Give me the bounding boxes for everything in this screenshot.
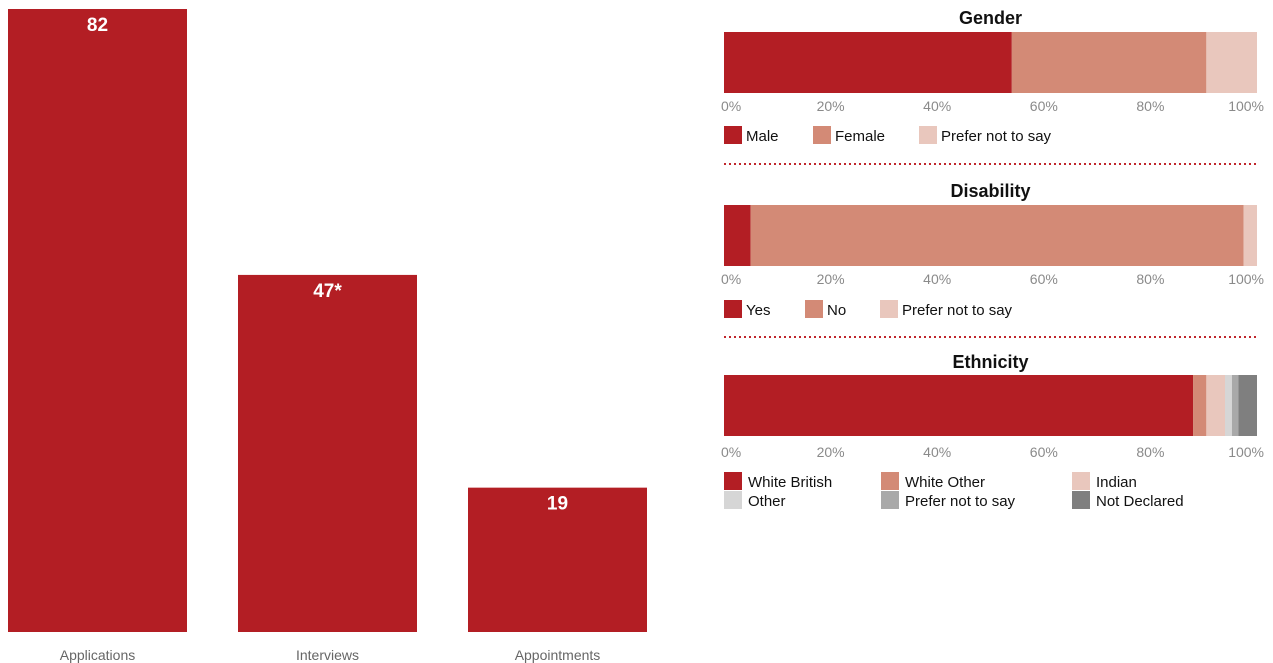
bar-interviews: [238, 274, 417, 632]
ethnicity-legend-swatch-indian: [1072, 472, 1090, 490]
bar-applications: [8, 9, 187, 632]
ethnicity-legend-label-white-british: White British: [748, 474, 832, 491]
gender-legend-label-female: Female: [835, 128, 885, 145]
bar-appointments: [468, 487, 647, 632]
disability-legend-swatch-no: [805, 300, 823, 318]
gender-tick-label: 100%: [1228, 98, 1264, 114]
ethnicity-tick-label: 100%: [1228, 444, 1264, 460]
ethnicity-tick-label: 80%: [1136, 444, 1164, 460]
ethnicity-tick-label: 60%: [1030, 444, 1058, 460]
bar-value-label-appointments: 19: [547, 494, 568, 515]
disability-title: Disability: [950, 181, 1030, 201]
ethnicity-legend-label-indian: Indian: [1096, 474, 1137, 491]
gender-legend-swatch-female: [813, 126, 831, 144]
gender-tick-label: 0%: [721, 98, 741, 114]
disability-tick-label: 60%: [1030, 271, 1058, 287]
disability-panel: Disability 0% 20% 40% 60% 80% 100% Yes No Prefer …: [721, 181, 1264, 338]
gender-panel: Gender 0% 20% 40% 60% 80% 100% Male Female Prefer…: [721, 8, 1264, 165]
bar-value-label-interviews: 47*: [313, 281, 342, 302]
ethnicity-title: Ethnicity: [952, 352, 1028, 372]
ethnicity-legend-swatch-other: [724, 491, 742, 509]
disability-legend-swatch-prefer-not-to-say: [880, 300, 898, 318]
disability-segment-yes: [724, 205, 751, 266]
ethnicity-segment-white-british: [724, 375, 1194, 436]
disability-legend-swatch-yes: [724, 300, 742, 318]
disability-legend-label-no: No: [827, 302, 846, 319]
gender-segment-male: [724, 32, 1012, 93]
ethnicity-legend-label-not-declared: Not Declared: [1096, 493, 1184, 510]
ethnicity-tick-label: 40%: [923, 444, 951, 460]
ethnicity-legend-swatch-not-declared: [1072, 491, 1090, 509]
gender-tick-label: 80%: [1136, 98, 1164, 114]
gender-title: Gender: [959, 8, 1022, 28]
gender-segment-prefer-not-to-say: [1206, 32, 1257, 93]
ethnicity-legend-swatch-white-british: [724, 472, 742, 490]
disability-segment-no: [750, 205, 1244, 266]
category-label-appointments: Appointments: [515, 647, 601, 663]
ethnicity-legend-label-prefer-not-to-say: Prefer not to say: [905, 493, 1016, 510]
disability-segment-prefer-not-to-say: [1243, 205, 1257, 266]
category-label-applications: Applications: [60, 647, 136, 663]
ethnicity-tick-label: 0%: [721, 444, 741, 460]
ethnicity-tick-label: 20%: [817, 444, 845, 460]
ethnicity-legend-swatch-prefer-not-to-say: [881, 491, 899, 509]
ethnicity-segment-white-other: [1193, 375, 1207, 436]
gender-tick-label: 60%: [1030, 98, 1058, 114]
category-label-interviews: Interviews: [296, 647, 359, 663]
ethnicity-segment-indian: [1206, 375, 1226, 436]
disability-tick-label: 0%: [721, 271, 741, 287]
gender-legend-label-male: Male: [746, 128, 779, 145]
diversity-stacked-bar-panels: Gender 0% 20% 40% 60% 80% 100% Male Female Prefer…: [721, 8, 1264, 510]
disability-tick-label: 100%: [1228, 271, 1264, 287]
recruitment-funnel-bar-chart: 82 Applications 47* Interviews 19 Appointment…: [8, 9, 647, 663]
ethnicity-segment-not-declared: [1238, 375, 1257, 436]
gender-segment-female: [1011, 32, 1207, 93]
gender-tick-label: 40%: [923, 98, 951, 114]
gender-tick-label: 20%: [817, 98, 845, 114]
disability-tick-label: 20%: [817, 271, 845, 287]
ethnicity-legend-label-other: Other: [748, 493, 786, 510]
disability-legend-label-prefer-not-to-say: Prefer not to say: [902, 302, 1013, 319]
gender-legend-swatch-male: [724, 126, 742, 144]
bar-value-label-applications: 82: [87, 15, 108, 36]
gender-legend-label-prefer-not-to-say: Prefer not to say: [941, 128, 1052, 145]
ethnicity-panel: Ethnicity 0% 20% 40% 60% 80% 100% White British…: [721, 352, 1264, 510]
ethnicity-segment-prefer-not-to-say: [1231, 375, 1239, 436]
disability-tick-label: 80%: [1136, 271, 1164, 287]
ethnicity-legend-swatch-white-other: [881, 472, 899, 490]
gender-legend-swatch-prefer-not-to-say: [919, 126, 937, 144]
ethnicity-legend-label-white-other: White Other: [905, 474, 985, 491]
ethnicity-segment-other: [1225, 375, 1232, 436]
disability-tick-label: 40%: [923, 271, 951, 287]
disability-legend-label-yes: Yes: [746, 302, 770, 319]
